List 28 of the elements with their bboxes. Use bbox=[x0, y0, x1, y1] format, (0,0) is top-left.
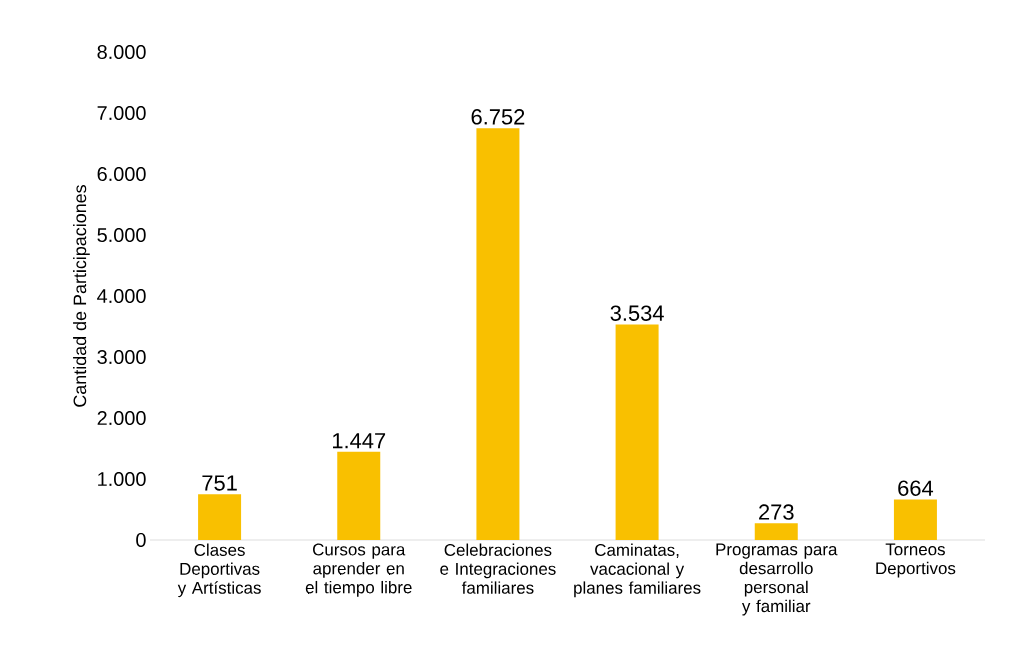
x-tick-label: Cursos para aprender en el tiempo libre bbox=[305, 543, 412, 597]
x-tick-label: Caminatas, vacacional y planes familiares bbox=[574, 543, 701, 598]
bar bbox=[198, 494, 242, 540]
y-tick-label: 7.000 bbox=[97, 105, 146, 121]
bar bbox=[893, 499, 937, 540]
data-label: 6.752 bbox=[471, 109, 525, 125]
y-tick-label: 2.000 bbox=[97, 410, 146, 426]
x-tick-label: Clases Deportivas y Artísticas bbox=[177, 543, 261, 598]
bar bbox=[754, 523, 798, 540]
data-label: 273 bbox=[759, 504, 794, 520]
x-tick-label: Torneos Deportivos bbox=[876, 543, 956, 578]
y-tick-label: 5.000 bbox=[97, 227, 146, 243]
y-tick-label: 1.000 bbox=[98, 471, 146, 487]
data-label: 751 bbox=[202, 475, 237, 491]
x-tick-label: Programas para desarrollo personal y familiar bbox=[716, 543, 838, 616]
y-tick-label: 3.000 bbox=[97, 349, 146, 365]
data-label: 3.534 bbox=[610, 305, 664, 321]
y-tick-label: 0 bbox=[136, 532, 146, 548]
y-axis-title: Cantidad de Participaciones bbox=[73, 185, 90, 407]
bar bbox=[337, 451, 381, 540]
data-label: 664 bbox=[898, 480, 934, 496]
y-tick-label: 6.000 bbox=[97, 166, 146, 182]
x-tick-label: Celebraciones e Integraciones familiares bbox=[440, 543, 556, 594]
bar bbox=[476, 128, 520, 540]
data-label: 1.447 bbox=[333, 433, 386, 449]
bar bbox=[615, 324, 659, 540]
y-tick-label: 4.000 bbox=[97, 288, 146, 304]
y-tick-label: 8.000 bbox=[97, 44, 146, 60]
